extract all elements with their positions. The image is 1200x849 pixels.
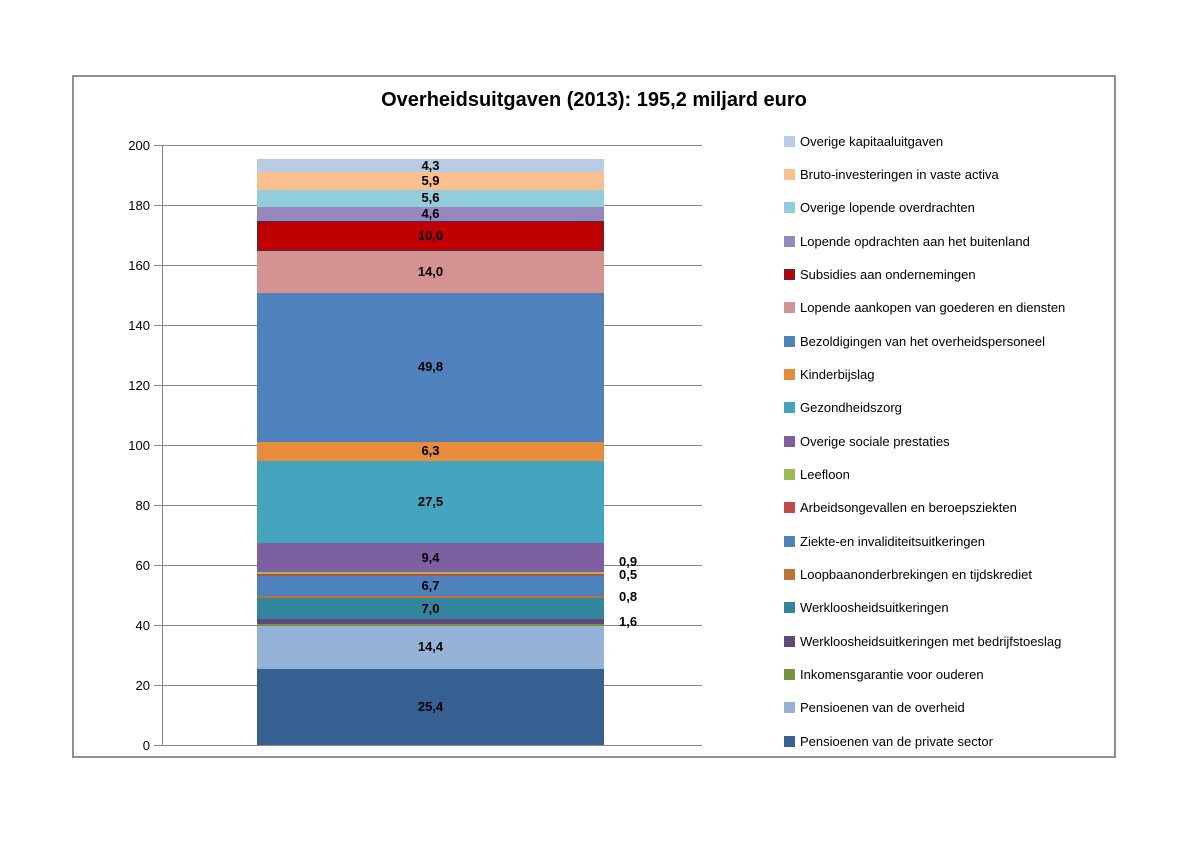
y-axis-tick-label: 80 [135,498,150,513]
legend-label: Werkloosheidsuitkeringen met bedrijfstoe… [800,633,1062,649]
bar-segment-label: 10,0 [417,227,444,243]
legend-swatch-icon [784,635,795,647]
bar-segment [257,172,604,190]
chart-frame: Overheidsuitgaven (2013): 195,2 miljard … [72,75,1116,758]
legend-swatch-icon [784,235,795,247]
bar-segment [257,206,604,221]
gridline [154,145,702,146]
legend-label: Subsidies aan ondernemingen [800,266,976,282]
legend-label: Lopende opdrachten aan het buitenland [800,233,1030,249]
y-axis-tick-label: 120 [128,378,150,393]
legend-label: Loopbaanonderbrekingen en tijdskrediet [800,566,1033,582]
y-axis-tick-label: 60 [135,558,150,573]
bar-segment [257,595,604,599]
gridline [154,745,702,746]
legend-label: Inkomensgarantie voor ouderen [800,666,984,682]
bar-segment-label: 6,7 [421,577,440,593]
legend-label: Bruto-investeringen in vaste activa [800,166,999,182]
legend-label: Werkloosheidsuitkeringen [800,600,949,616]
bar-segment [257,543,604,572]
bar-segment [257,250,604,293]
legend-swatch-icon [784,335,795,347]
legend-swatch-icon [784,468,795,480]
y-axis-line [162,145,163,746]
bar-segment [257,598,604,620]
legend-swatch-icon [784,435,795,447]
bar-segment [257,220,604,251]
legend-swatch-icon [784,268,795,280]
bar-segment-label: 7,0 [421,600,440,616]
bar-segment [257,292,604,442]
bar-segment [257,159,604,173]
bar-segment-label: 9,4 [421,549,440,565]
legend-label: Overige kapitaaluitgaven [800,133,944,149]
bar-segment-label: 25,4 [417,698,444,714]
y-axis-tick-label: 0 [142,738,150,753]
legend-swatch-icon [784,368,795,380]
legend-label: Pensioenen van de overheid [800,700,965,716]
bar-segment [257,190,604,207]
legend-swatch-icon [784,568,795,580]
bar-segment-callout-label: 0,8 [619,589,638,605]
y-axis-tick-label: 160 [128,258,150,273]
y-axis-tick-label: 40 [135,618,150,633]
legend-swatch-icon [784,602,795,614]
y-axis-tick-label: 20 [135,678,150,693]
bar-segment-label: 4,3 [421,157,440,173]
legend-swatch-icon [784,135,795,147]
bar-segment-callout-label: 1,6 [619,613,638,629]
legend-label: Pensioenen van de private sector [800,733,993,749]
bar-segment [257,571,604,575]
legend-swatch-icon [784,168,795,180]
legend-swatch-icon [784,535,795,547]
bar-segment-label: 4,6 [421,205,440,221]
bar-segment-label: 14,0 [417,263,444,279]
y-axis-tick-label: 100 [128,438,150,453]
y-axis-tick-label: 180 [128,198,150,213]
legend-label: Ziekte-en invaliditeitsuitkeringen [800,533,985,549]
legend-swatch-icon [784,402,795,414]
legend-swatch-icon [784,202,795,214]
legend-swatch-icon [784,735,795,747]
legend-swatch-icon [784,668,795,680]
bar-segment-label: 49,8 [417,359,444,375]
bar-segment-label: 5,6 [421,190,440,206]
bar-segment-label: 27,5 [417,494,444,510]
bar-segment-label: 14,4 [417,639,444,655]
bar-segment [257,624,604,626]
legend-label: Overige sociale prestaties [800,433,950,449]
bar-segment [257,442,604,461]
bar-segment [257,619,604,625]
bar-segment [257,575,604,596]
legend-swatch-icon [784,302,795,314]
legend-swatch-icon [784,502,795,514]
bar-segment [257,574,604,576]
y-axis-tick-label: 200 [128,138,150,153]
legend-label: Kinderbijslag [800,366,875,382]
bar-segment-label: 6,3 [421,443,440,459]
legend-label: Gezondheidszorg [800,400,902,416]
legend-label: Leefloon [800,466,850,482]
legend-label: Overige lopende overdrachten [800,200,975,216]
legend-label: Arbeidsongevallen en beroepsziekten [800,500,1017,516]
bar-segment [257,625,604,669]
legend-label: Bezoldigingen van het overheidspersoneel [800,333,1046,349]
y-axis-tick-label: 140 [128,318,150,333]
bar-segment-callout-label: 0,5 [619,567,638,583]
legend-swatch-icon [784,702,795,714]
bar-segment [257,460,604,544]
bar-segment-callout-label: 0,9 [619,554,638,570]
bar-segment [257,668,604,745]
chart-title: Overheidsuitgaven (2013): 195,2 miljard … [381,89,807,111]
bar-segment-label: 5,9 [421,173,440,189]
legend-label: Lopende aankopen van goederen en dienste… [800,300,1066,316]
